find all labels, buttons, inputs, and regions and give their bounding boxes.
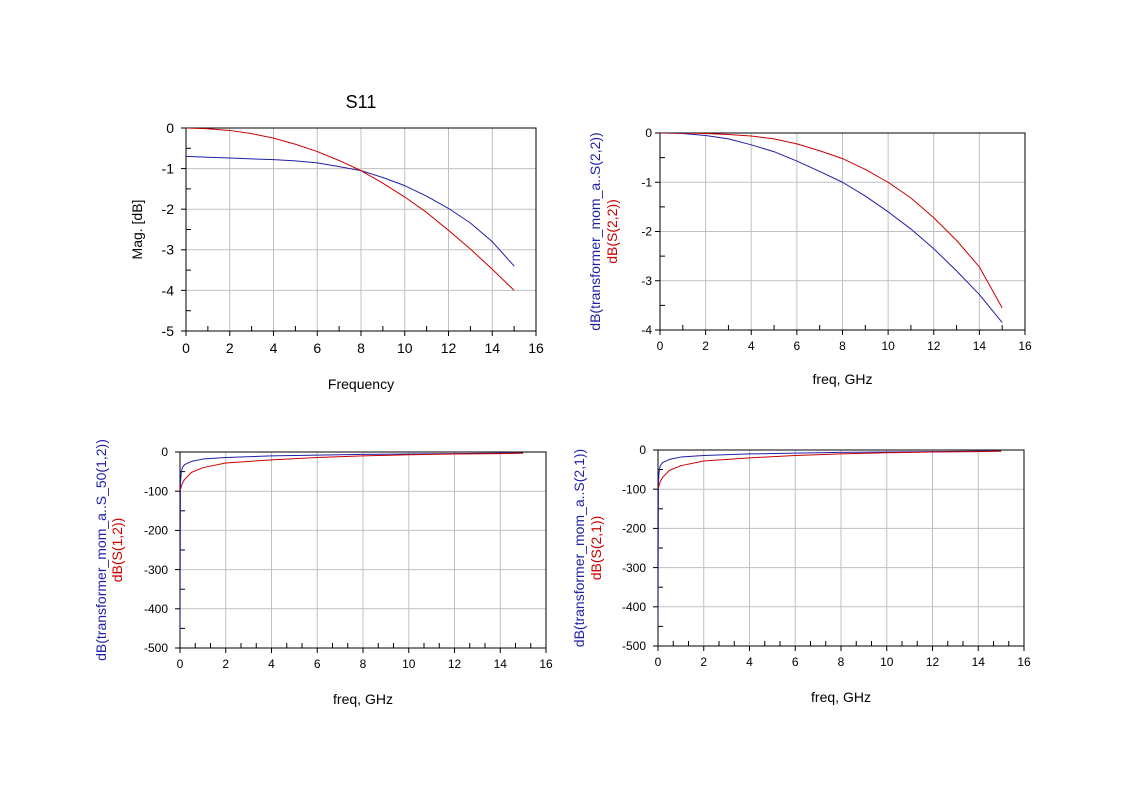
chart-s22: 0 2 4 6 8 10 12 14 16 0 -1 -2 -3 -4 freq, GHz dB(transf… <box>587 126 1032 387</box>
x-tick-label: 14 <box>484 340 500 356</box>
x-axis-label: freq, GHz <box>811 689 871 705</box>
y-axis-label-red: dB(S(2,2)) <box>604 199 620 264</box>
y-tick-label: -4 <box>641 323 652 337</box>
x-tick-label: 14 <box>972 655 986 669</box>
x-tick-label: 4 <box>746 655 753 669</box>
x-tick-label: 2 <box>702 339 709 353</box>
y-tick-label: -100 <box>144 484 168 498</box>
x-tick-label: 4 <box>270 340 278 356</box>
x-tick-label: 12 <box>926 655 940 669</box>
x-tick-label: 12 <box>927 339 941 353</box>
y-tick-label: -4 <box>162 282 175 298</box>
y-tick-label: -300 <box>622 561 646 575</box>
y-tick-label: -1 <box>162 161 175 177</box>
x-tick-label: 4 <box>748 339 755 353</box>
x-tick-label: 12 <box>448 657 462 671</box>
x-tick-label: 2 <box>226 340 234 356</box>
x-tick-label: 16 <box>1018 339 1032 353</box>
y-tick-label: 0 <box>161 445 168 459</box>
x-tick-label: 16 <box>539 657 553 671</box>
series-line-blue <box>180 452 524 633</box>
x-tick-label: 2 <box>700 655 707 669</box>
y-axis-label-blue: dB(transformer_mom_a..S(2,1)) <box>571 449 587 647</box>
x-tick-label: 2 <box>222 657 229 671</box>
y-tick-label: -300 <box>144 563 168 577</box>
x-tick-label: 8 <box>357 340 365 356</box>
y-tick-label: 0 <box>639 443 646 457</box>
x-tick-label: 8 <box>838 655 845 669</box>
series-line-blue <box>658 450 1002 627</box>
x-tick-label: 10 <box>397 340 413 356</box>
y-axis-label-blue: dB(transformer_mom_a..S_50(1,2)) <box>93 439 109 661</box>
chart-s12: 0 2 4 6 8 10 12 14 16 0 -100 -200 -300 -400 -500 freq, … <box>93 439 553 707</box>
x-tick-label: 0 <box>657 339 664 353</box>
series-line-red <box>186 128 515 291</box>
y-tick-label: -200 <box>144 524 168 538</box>
y-tick-label: -3 <box>641 274 652 288</box>
x-tick-label: 10 <box>881 339 895 353</box>
y-tick-label: -500 <box>622 639 646 653</box>
x-tick-label: 12 <box>441 340 457 356</box>
x-tick-label: 16 <box>528 340 544 356</box>
chart-s21: 0 2 4 6 8 10 12 14 16 0 -100 -200 -300 -400 -500 freq, … <box>571 443 1031 705</box>
y-axis-label-red: dB(S(1,2)) <box>109 518 125 583</box>
x-tick-label: 14 <box>494 657 508 671</box>
x-tick-label: 10 <box>880 655 894 669</box>
x-tick-label: 6 <box>314 657 321 671</box>
x-axis-label: Frequency <box>328 376 394 392</box>
series-line-red <box>180 452 524 492</box>
chart-s11: 0 2 4 6 8 10 12 14 16 0 -1 -2 -3 -4 -5 S11 Frequency Mag.… <box>129 92 544 392</box>
x-tick-label: 14 <box>973 339 987 353</box>
x-axis-label: freq, GHz <box>333 691 393 707</box>
x-tick-label: 0 <box>182 340 190 356</box>
y-axis-label-red: dB(S(2,1)) <box>588 516 604 581</box>
y-tick-label: -2 <box>162 201 175 217</box>
y-tick-label: -100 <box>622 482 646 496</box>
series-line-blue <box>660 133 1003 323</box>
series-line-red <box>658 450 1002 490</box>
x-tick-label: 6 <box>313 340 321 356</box>
x-tick-label: 16 <box>1017 655 1031 669</box>
y-tick-label: -2 <box>641 225 652 239</box>
y-axis-label: Mag. [dB] <box>129 200 145 260</box>
y-tick-label: 0 <box>645 126 652 140</box>
x-tick-label: 8 <box>839 339 846 353</box>
y-tick-label: -400 <box>144 602 168 616</box>
series-line-red <box>660 133 1003 309</box>
y-tick-label: -3 <box>162 242 175 258</box>
x-tick-label: 0 <box>655 655 662 669</box>
y-tick-label: -5 <box>162 323 175 339</box>
x-tick-label: 6 <box>794 339 801 353</box>
y-axis-label-blue: dB(transformer_mom_a..S(2,2)) <box>587 132 603 330</box>
x-tick-label: 8 <box>360 657 367 671</box>
x-axis-label: freq, GHz <box>813 371 873 387</box>
y-tick-label: -200 <box>622 522 646 536</box>
y-tick-label: -500 <box>144 641 168 655</box>
x-tick-label: 4 <box>268 657 275 671</box>
y-tick-label: -1 <box>641 175 652 189</box>
chart-title: S11 <box>346 92 377 112</box>
y-tick-label: 0 <box>166 120 174 136</box>
x-tick-label: 10 <box>402 657 416 671</box>
x-tick-label: 6 <box>792 655 799 669</box>
series-line-blue <box>186 155 515 267</box>
y-tick-label: -400 <box>622 600 646 614</box>
x-tick-label: 0 <box>177 657 184 671</box>
